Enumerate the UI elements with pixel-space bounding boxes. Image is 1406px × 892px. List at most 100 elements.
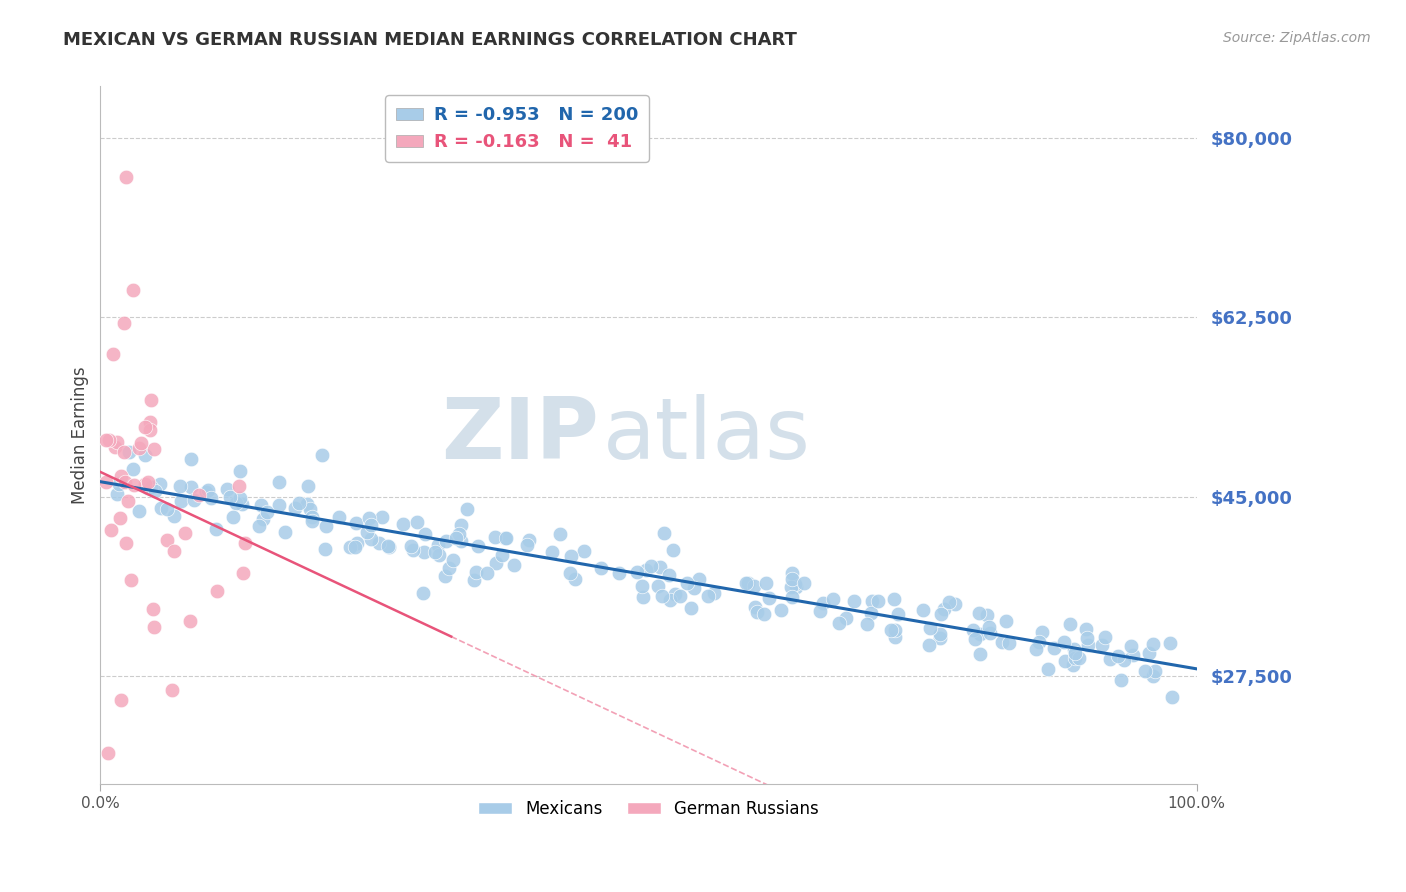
Point xyxy=(548,527,571,541)
Text: atlas: atlas xyxy=(603,393,810,476)
Point xyxy=(607,566,630,581)
Point xyxy=(228,479,250,493)
Point xyxy=(1064,646,1087,660)
Point xyxy=(883,592,905,607)
Point xyxy=(976,608,998,623)
Point xyxy=(97,746,120,760)
Point xyxy=(828,615,851,630)
Point xyxy=(218,490,240,504)
Point xyxy=(744,599,766,614)
Point xyxy=(134,477,156,491)
Point xyxy=(360,533,382,547)
Point xyxy=(301,509,323,524)
Point xyxy=(232,566,254,580)
Point xyxy=(650,589,672,603)
Point xyxy=(1094,631,1116,645)
Point xyxy=(467,539,489,553)
Point xyxy=(484,530,506,544)
Point xyxy=(108,511,131,525)
Point xyxy=(517,533,540,547)
Point xyxy=(247,518,270,533)
Point xyxy=(780,572,803,586)
Point xyxy=(444,531,467,545)
Point xyxy=(866,593,889,607)
Point xyxy=(225,495,247,509)
Point xyxy=(475,566,498,580)
Point xyxy=(979,626,1001,640)
Point xyxy=(758,591,780,606)
Point xyxy=(779,580,801,594)
Point xyxy=(120,573,142,587)
Point xyxy=(1135,664,1157,678)
Point xyxy=(918,638,941,652)
Point xyxy=(495,531,517,545)
Point xyxy=(115,536,138,550)
Point xyxy=(136,475,159,489)
Point xyxy=(357,511,380,525)
Point xyxy=(200,491,222,505)
Point xyxy=(110,693,132,707)
Point xyxy=(785,580,807,594)
Point xyxy=(156,501,179,516)
Point xyxy=(491,548,513,562)
Point xyxy=(997,636,1019,650)
Point xyxy=(96,433,118,447)
Point xyxy=(142,442,165,456)
Point xyxy=(464,565,486,579)
Point xyxy=(652,525,675,540)
Point xyxy=(1122,648,1144,662)
Point xyxy=(112,316,135,330)
Point xyxy=(222,510,245,524)
Point xyxy=(139,392,162,407)
Point xyxy=(780,566,803,580)
Point xyxy=(994,614,1017,628)
Point xyxy=(437,561,460,575)
Point xyxy=(823,591,845,606)
Point xyxy=(180,452,202,467)
Point xyxy=(134,448,156,462)
Point xyxy=(574,544,596,558)
Point xyxy=(928,627,950,641)
Point xyxy=(441,553,464,567)
Point xyxy=(783,576,806,591)
Point xyxy=(742,578,765,592)
Point xyxy=(360,518,382,533)
Point xyxy=(97,433,120,447)
Point xyxy=(233,536,256,550)
Point xyxy=(156,533,179,547)
Point xyxy=(633,590,655,604)
Point xyxy=(859,606,882,620)
Point xyxy=(1107,649,1129,664)
Point xyxy=(368,535,391,549)
Point xyxy=(298,502,321,516)
Point xyxy=(1036,662,1059,676)
Point xyxy=(494,531,516,545)
Point xyxy=(962,624,984,638)
Point xyxy=(295,497,318,511)
Point xyxy=(297,479,319,493)
Point xyxy=(122,462,145,476)
Point xyxy=(94,475,117,489)
Point xyxy=(311,448,333,462)
Point xyxy=(179,614,201,628)
Text: ZIP: ZIP xyxy=(441,393,599,476)
Point xyxy=(662,543,685,558)
Point xyxy=(256,505,278,519)
Text: Source: ZipAtlas.com: Source: ZipAtlas.com xyxy=(1223,31,1371,45)
Point xyxy=(356,525,378,540)
Point xyxy=(860,594,883,608)
Point xyxy=(412,586,434,600)
Point xyxy=(918,621,941,635)
Point xyxy=(187,488,209,502)
Point xyxy=(136,482,159,496)
Point xyxy=(217,482,239,496)
Point xyxy=(128,504,150,518)
Point xyxy=(560,566,582,581)
Point xyxy=(769,603,792,617)
Point xyxy=(1144,664,1167,678)
Point xyxy=(560,549,582,564)
Point xyxy=(1159,636,1181,650)
Point xyxy=(129,435,152,450)
Point xyxy=(287,496,309,510)
Point xyxy=(377,539,399,553)
